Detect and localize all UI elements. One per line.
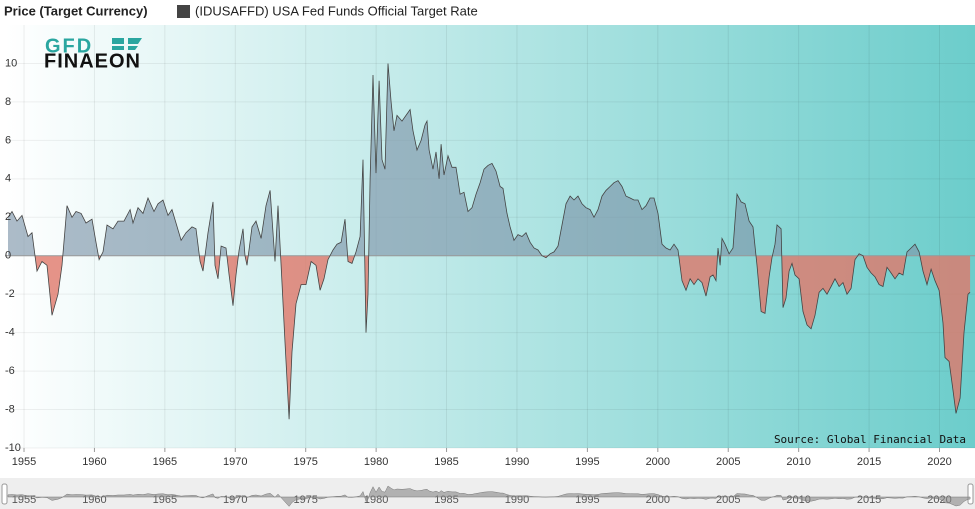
area-negative — [34, 255, 971, 420]
y-tick-label: -10 — [5, 442, 21, 454]
y-tick-label: -4 — [5, 327, 15, 339]
x-tick-label: 1970 — [223, 456, 247, 468]
y-tick-label: 4 — [5, 173, 11, 185]
navigator-handle[interactable] — [1, 483, 8, 505]
source-note: Source: Global Financial Data — [774, 433, 966, 446]
chart-title: Price (Target Currency) — [4, 3, 148, 18]
x-tick-label: 1965 — [153, 456, 177, 468]
x-tick-label: 1975 — [293, 456, 317, 468]
x-tick-label: 2000 — [646, 456, 670, 468]
legend-swatch — [177, 5, 190, 18]
x-tick-label: 2005 — [716, 456, 740, 468]
y-tick-label: 8 — [5, 96, 11, 108]
navigator-area — [7, 485, 971, 507]
legend-label[interactable]: (IDUSAFFD) USA Fed Funds Official Target… — [195, 3, 478, 18]
logo-icon — [112, 38, 142, 50]
y-tick-label: 6 — [5, 134, 11, 146]
x-tick-label: 1995 — [575, 456, 599, 468]
x-tick-label: 1960 — [82, 456, 106, 468]
navigator-handle[interactable] — [967, 483, 974, 505]
y-tick-label: -6 — [5, 365, 15, 377]
x-tick-label: 1980 — [364, 456, 388, 468]
x-tick-label: 1990 — [505, 456, 529, 468]
y-tick-label: 2 — [5, 211, 11, 223]
x-tick-label: 2020 — [927, 456, 951, 468]
y-tick-label: 0 — [5, 250, 11, 262]
navigator-tick-label: 2015 — [857, 494, 881, 506]
area-positive — [8, 63, 971, 256]
x-tick-label: 2010 — [786, 456, 810, 468]
y-tick-label: -2 — [5, 288, 15, 300]
x-tick-label: 1985 — [434, 456, 458, 468]
y-tick-label: 10 — [5, 57, 17, 69]
logo-top: GFD — [45, 35, 93, 57]
series-line — [7, 63, 971, 420]
x-tick-label: 2015 — [857, 456, 881, 468]
y-tick-label: -8 — [5, 403, 15, 415]
navigator-tick-label: 1970 — [223, 494, 247, 506]
x-tick-label: 1955 — [12, 456, 36, 468]
logo-bottom: FINAEON — [44, 50, 141, 72]
navigator-tick-label: 1975 — [293, 494, 317, 506]
